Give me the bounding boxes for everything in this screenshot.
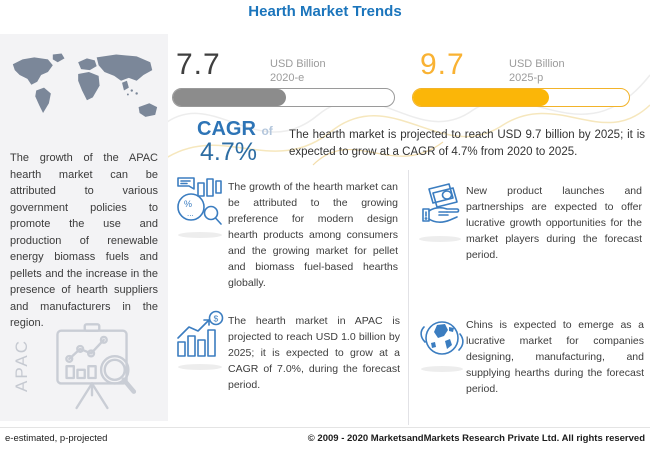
chart-easel-magnifier-icon bbox=[56, 323, 137, 410]
cagr-of-word: of bbox=[261, 124, 273, 138]
icon-shadow bbox=[178, 364, 222, 370]
icon-shadow bbox=[421, 366, 463, 372]
icon-shadow bbox=[419, 236, 461, 242]
svg-text:$: $ bbox=[214, 314, 219, 324]
world-map-icon bbox=[12, 53, 158, 117]
stat-2025-year: 2025-p bbox=[509, 71, 544, 84]
footer-legend: e-estimated, p-projected bbox=[5, 433, 108, 444]
progress-fill-2025 bbox=[413, 89, 550, 106]
stat-2020-year: 2020-e bbox=[270, 71, 305, 84]
money-in-hand-icon bbox=[422, 183, 460, 223]
stat-2020-value: 7.7 bbox=[176, 48, 221, 81]
footer-copyright: © 2009 - 2020 MarketsandMarkets Research… bbox=[307, 433, 645, 444]
growth-chart-dollar-icon: $ bbox=[177, 310, 224, 357]
cagr-word: CAGR bbox=[197, 118, 256, 140]
svg-text:%: % bbox=[184, 199, 192, 209]
insight-text-4: Chins is expected to emerge as a lucrati… bbox=[466, 319, 644, 395]
progress-fill-2020 bbox=[173, 89, 286, 106]
footer-divider bbox=[0, 427, 650, 428]
globe-icon bbox=[420, 321, 464, 355]
analytics-pie-magnifier-icon: % ... bbox=[177, 177, 222, 225]
sidebar-apac-panel: The growth of the APAC hearth market can… bbox=[0, 34, 168, 421]
stat-2020-unit: USD Billion 2020-e bbox=[270, 58, 326, 86]
insight-text-2: New product launches and partnerships ar… bbox=[466, 185, 642, 261]
quadrant-divider bbox=[408, 170, 409, 425]
icon-shadow bbox=[178, 232, 222, 238]
stat-2025-unit: USD Billion 2025-p bbox=[509, 58, 565, 86]
decorative-waves bbox=[163, 74, 650, 166]
svg-text:...: ... bbox=[187, 209, 194, 218]
insight-text-1: The growth of the hearth market can be a… bbox=[228, 181, 398, 289]
stat-2025-unit-label: USD Billion bbox=[509, 58, 565, 70]
progress-bar-2020 bbox=[172, 88, 395, 107]
progress-bar-2025 bbox=[412, 88, 630, 107]
cagr-value: 4.7% bbox=[200, 138, 257, 166]
insight-text-3: The hearth market in APAC is projected t… bbox=[228, 315, 400, 391]
cagr-label: CAGR of bbox=[197, 118, 273, 141]
stat-2025-value: 9.7 bbox=[420, 48, 465, 81]
sidebar-paragraph: The growth of the APAC hearth market can… bbox=[10, 152, 158, 329]
market-summary: The hearth market is projected to reach … bbox=[289, 129, 645, 158]
page-title: Hearth Market Trends bbox=[248, 3, 402, 20]
stat-2020-unit-label: USD Billion bbox=[270, 58, 326, 70]
